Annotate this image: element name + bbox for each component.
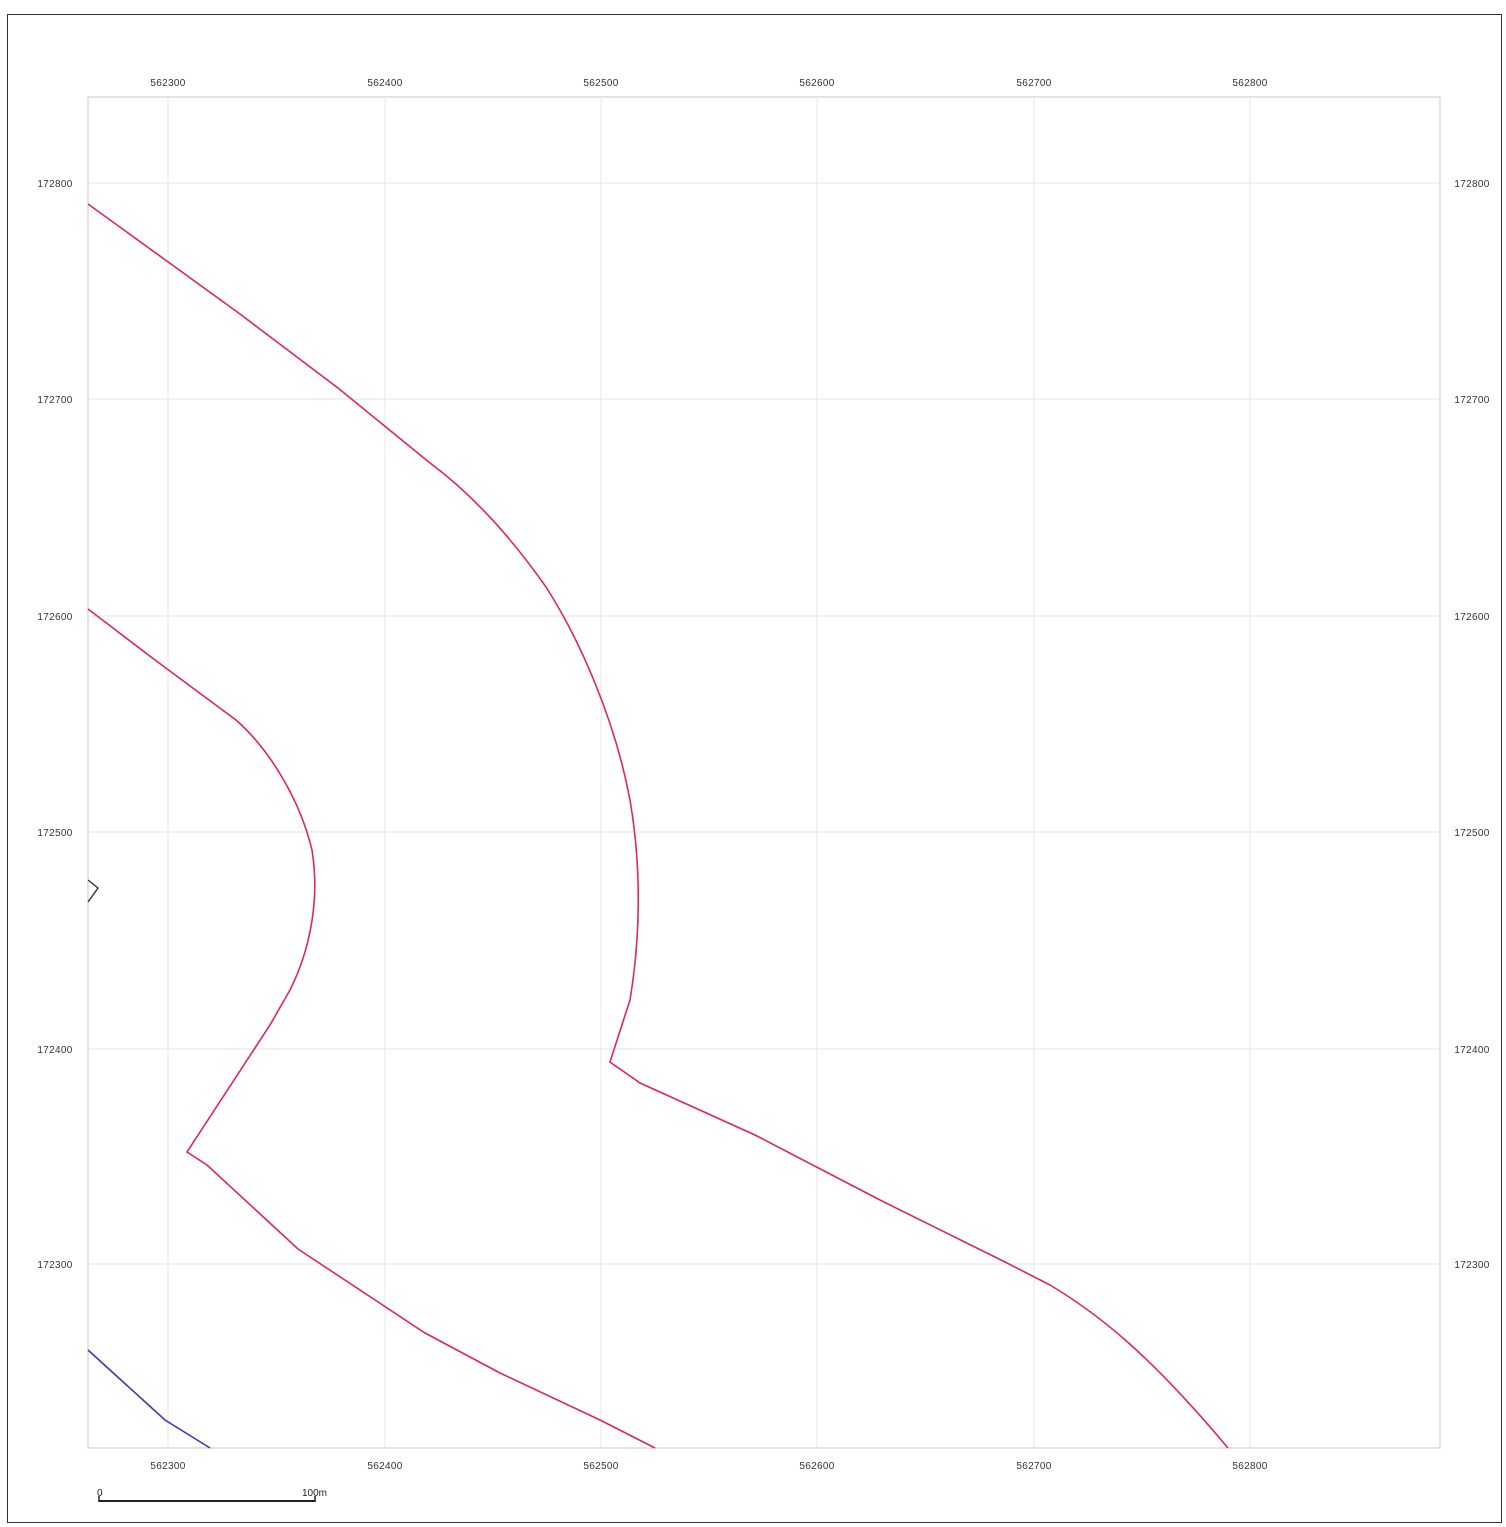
y-tick-right: 172500: [1454, 828, 1489, 839]
x-tick-bottom: 562500: [583, 1461, 618, 1472]
map-panel-border: [87, 96, 1441, 1449]
x-tick-top: 562800: [1232, 78, 1267, 89]
y-tick-right: 172800: [1454, 179, 1489, 190]
y-tick-left: 172300: [37, 1260, 72, 1271]
y-tick-left: 172500: [37, 828, 72, 839]
y-tick-right: 172400: [1454, 1045, 1489, 1056]
y-tick-left: 172400: [37, 1045, 72, 1056]
x-axis-bottom: 562300 562400 562500 562600 562700 56280…: [150, 1461, 1267, 1472]
x-axis-top: 562300 562400 562500 562600 562700 56280…: [150, 78, 1267, 89]
y-tick-left: 172700: [37, 395, 72, 406]
x-tick-bottom: 562400: [367, 1461, 402, 1472]
y-axis-right: 172800 172700 172600 172500 172400 17230…: [1454, 179, 1489, 1271]
x-tick-bottom: 562300: [150, 1461, 185, 1472]
water-line[interactable]: [87, 1349, 211, 1449]
scale-bar: 0 100m: [97, 1488, 327, 1502]
x-tick-bottom: 562700: [1016, 1461, 1051, 1472]
x-tick-top: 562600: [799, 78, 834, 89]
inner-boundary-line[interactable]: [87, 608, 656, 1449]
y-axis-left: 172800 172700 172600 172500 172400 17230…: [37, 179, 72, 1271]
x-tick-bottom: 562600: [799, 1461, 834, 1472]
y-tick-right: 172700: [1454, 395, 1489, 406]
grid-lines: [88, 97, 1440, 1448]
y-tick-left: 172800: [37, 179, 72, 190]
edge-feature-outline: [87, 879, 99, 903]
y-tick-right: 172600: [1454, 612, 1489, 623]
x-tick-bottom: 562800: [1232, 1461, 1267, 1472]
scale-start-label: 0: [97, 1488, 103, 1499]
y-tick-right: 172300: [1454, 1260, 1489, 1271]
x-tick-top: 562700: [1016, 78, 1051, 89]
map-frame: [7, 14, 1502, 1523]
outer-boundary-line[interactable]: [87, 203, 1229, 1449]
scale-end-label: 100m: [302, 1488, 327, 1499]
x-tick-top: 562400: [367, 78, 402, 89]
y-tick-left: 172600: [37, 612, 72, 623]
x-tick-top: 562500: [583, 78, 618, 89]
x-tick-top: 562300: [150, 78, 185, 89]
